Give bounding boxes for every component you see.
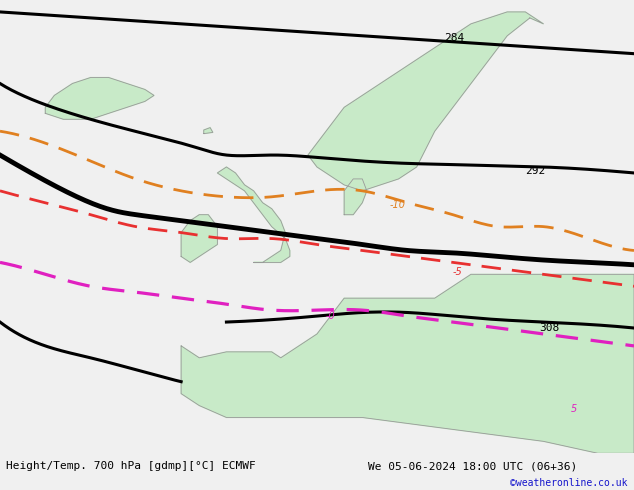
- Polygon shape: [181, 215, 217, 263]
- Text: We 05-06-2024 18:00 UTC (06+36): We 05-06-2024 18:00 UTC (06+36): [368, 461, 577, 471]
- Text: 308: 308: [539, 323, 559, 333]
- Polygon shape: [344, 179, 367, 215]
- Polygon shape: [204, 127, 213, 134]
- Text: Height/Temp. 700 hPa [gdmp][°C] ECMWF: Height/Temp. 700 hPa [gdmp][°C] ECMWF: [6, 461, 256, 471]
- Text: 284: 284: [444, 33, 464, 43]
- Text: 292: 292: [526, 166, 546, 175]
- Text: -0: -0: [326, 311, 336, 321]
- Text: -10: -10: [389, 200, 406, 210]
- Polygon shape: [45, 77, 154, 119]
- Text: 5: 5: [571, 403, 577, 414]
- Polygon shape: [217, 167, 290, 263]
- Text: ©weatheronline.co.uk: ©weatheronline.co.uk: [510, 478, 628, 488]
- Polygon shape: [181, 274, 634, 453]
- Text: -5: -5: [453, 267, 463, 277]
- Polygon shape: [308, 12, 543, 191]
